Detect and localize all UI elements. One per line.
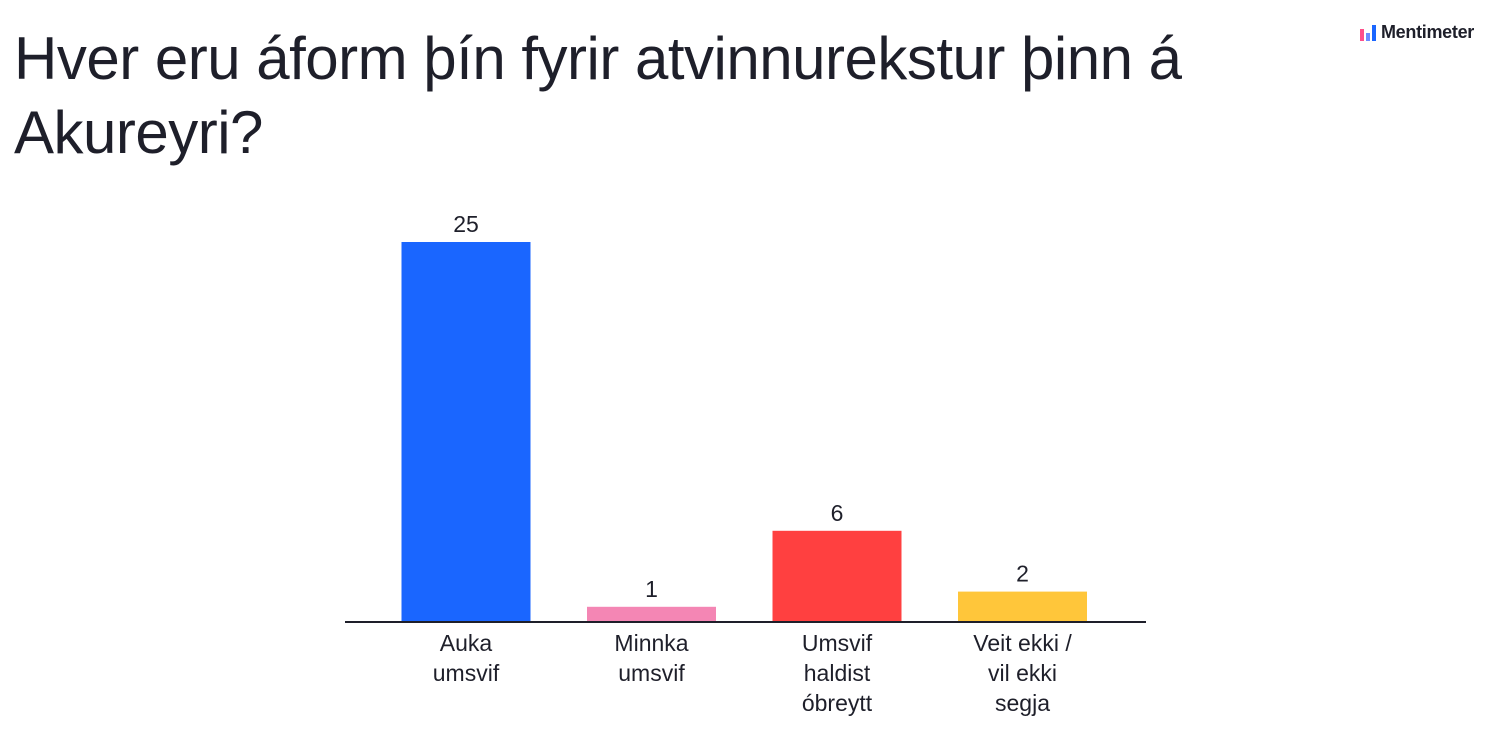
category-label-2: Minnka umsvif [614, 630, 688, 686]
data-label-4: 2 [1016, 561, 1029, 587]
mentimeter-logo-icon [1359, 24, 1376, 41]
brand-name: Mentimeter [1380, 22, 1474, 42]
page-title: Hver eru áform þín fyrir atvinnurekstur … [14, 25, 1182, 166]
data-label-3: 6 [831, 500, 844, 526]
bar-3 [772, 530, 902, 622]
data-label-2: 1 [645, 576, 658, 602]
bar-1 [401, 242, 531, 622]
data-label-1: 25 [453, 211, 479, 237]
bar-2 [587, 606, 716, 622]
category-label-4: Veit ekki / vil ekki segja [973, 630, 1072, 716]
category-label-1: Auka umsvif [433, 630, 500, 686]
bar-4 [958, 591, 1087, 622]
brand-logo: Mentimeter [1359, 22, 1474, 43]
category-label-3: Umsvif haldist óbreytt [802, 630, 873, 716]
